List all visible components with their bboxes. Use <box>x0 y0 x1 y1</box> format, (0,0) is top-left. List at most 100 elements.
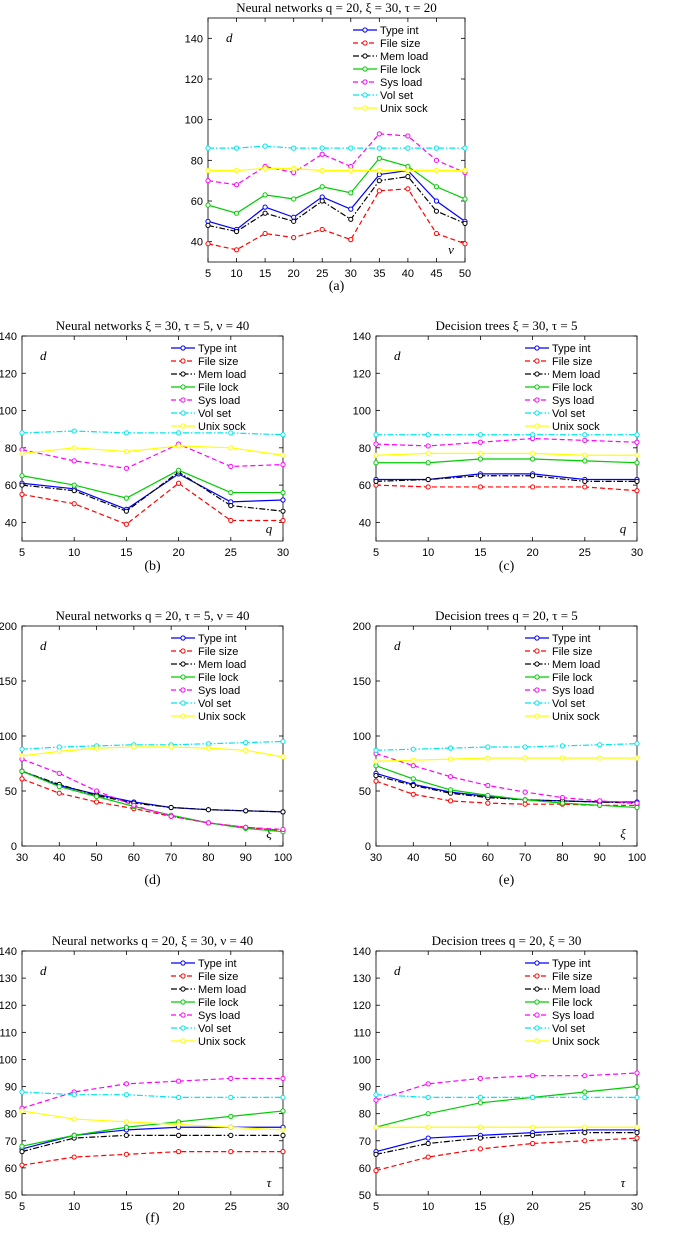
data-point <box>376 145 382 151</box>
data-point <box>530 1140 536 1147</box>
data-point <box>233 145 240 151</box>
y-tick-label: 120 <box>185 74 203 86</box>
y-tick-label: 150 <box>0 676 17 688</box>
plot-area-frame <box>21 950 284 1196</box>
x-tick-label: 20 <box>526 1201 538 1213</box>
x-tick-label: 20 <box>288 268 300 280</box>
legend-label: Unix sock <box>198 711 246 723</box>
panel-caption: (d) <box>144 873 161 888</box>
data-point <box>634 1124 640 1130</box>
x-tick-label: 15 <box>259 268 271 280</box>
legend-label: File size <box>198 356 238 368</box>
legend-marker <box>180 648 186 654</box>
legend-marker <box>362 27 368 33</box>
data-point <box>280 1149 286 1155</box>
data-point <box>425 1081 431 1087</box>
x-tick-label: 30 <box>631 547 643 559</box>
legend-marker <box>534 1038 540 1044</box>
data-point <box>582 1089 588 1095</box>
legend-marker <box>534 384 540 390</box>
data-point <box>19 473 25 479</box>
legend-marker <box>534 960 540 966</box>
data-point <box>19 1143 25 1149</box>
data-point <box>373 1151 379 1157</box>
data-point <box>530 473 536 479</box>
data-point <box>597 798 603 804</box>
data-point <box>71 501 77 507</box>
data-point <box>530 484 536 490</box>
data-point <box>425 460 431 466</box>
data-point <box>373 441 379 447</box>
data-point <box>123 1124 130 1130</box>
series-line-vol-set <box>375 1094 637 1099</box>
legend-marker <box>534 410 540 416</box>
data-point <box>71 458 77 464</box>
data-point <box>634 439 640 445</box>
data-point <box>425 476 431 483</box>
y-tick-label: 0 <box>365 841 371 853</box>
x-tick-label: 80 <box>556 852 568 864</box>
data-point <box>634 1070 640 1076</box>
x-tick-label: 5 <box>373 1201 379 1213</box>
data-point <box>291 218 297 224</box>
legend-label: File lock <box>552 997 593 1009</box>
data-point <box>291 235 297 241</box>
data-point <box>425 1140 431 1147</box>
y-tick-label: 80 <box>359 443 371 455</box>
chart-panel-c: Decision trees ξ = 30, τ = 5 5 10 15 20 25 30 4… <box>353 318 643 574</box>
data-point <box>19 1149 25 1155</box>
x-axis-label: ν <box>448 242 454 257</box>
data-point <box>123 495 130 501</box>
data-point <box>205 820 212 826</box>
data-point <box>123 1132 130 1138</box>
data-point <box>56 744 62 750</box>
plot-area-frame <box>21 335 284 542</box>
data-point <box>522 797 528 803</box>
series-line-mem-load <box>21 471 284 512</box>
y-tick-label: 100 <box>185 115 203 127</box>
data-point <box>425 450 431 457</box>
legend-marker <box>534 973 540 979</box>
x-tick-label: 60 <box>482 852 494 864</box>
legend-marker <box>180 661 186 667</box>
legend-marker <box>534 345 540 351</box>
series-line-mem-load <box>375 775 638 804</box>
data-point <box>634 432 640 438</box>
data-point <box>462 196 468 202</box>
x-tick-label: 35 <box>373 268 385 280</box>
data-point <box>56 770 62 777</box>
data-point <box>433 208 440 214</box>
legend-label: Sys load <box>552 395 594 407</box>
data-point <box>205 178 211 184</box>
data-point <box>228 430 234 436</box>
data-point <box>433 230 440 237</box>
data-point <box>319 151 325 157</box>
series-line-file-size <box>21 482 283 525</box>
x-tick-label: 100 <box>274 852 292 864</box>
data-point <box>530 1094 536 1101</box>
series-line-mem-load <box>21 770 284 813</box>
data-point <box>597 755 603 761</box>
series-line-file-lock <box>375 765 638 809</box>
data-point <box>582 458 588 464</box>
y-tick-label: 100 <box>0 1054 17 1066</box>
data-point <box>373 778 379 784</box>
data-point <box>71 428 77 434</box>
legend-label: File lock <box>198 672 239 684</box>
data-point <box>582 1124 588 1130</box>
panel-caption: (a) <box>329 279 345 294</box>
data-point <box>123 448 130 455</box>
x-tick-label: 25 <box>579 547 591 559</box>
y-tick-label: 200 <box>353 621 371 633</box>
data-point <box>280 461 286 468</box>
x-tick-label: 10 <box>68 1201 80 1213</box>
data-point <box>205 745 212 751</box>
legend-label: Vol set <box>198 408 231 420</box>
data-point <box>447 774 454 780</box>
x-tick-label: 90 <box>594 852 606 864</box>
data-point <box>405 167 411 174</box>
data-point <box>634 488 640 494</box>
data-point <box>634 1135 640 1141</box>
data-point <box>228 463 234 470</box>
legend-marker <box>180 713 186 719</box>
